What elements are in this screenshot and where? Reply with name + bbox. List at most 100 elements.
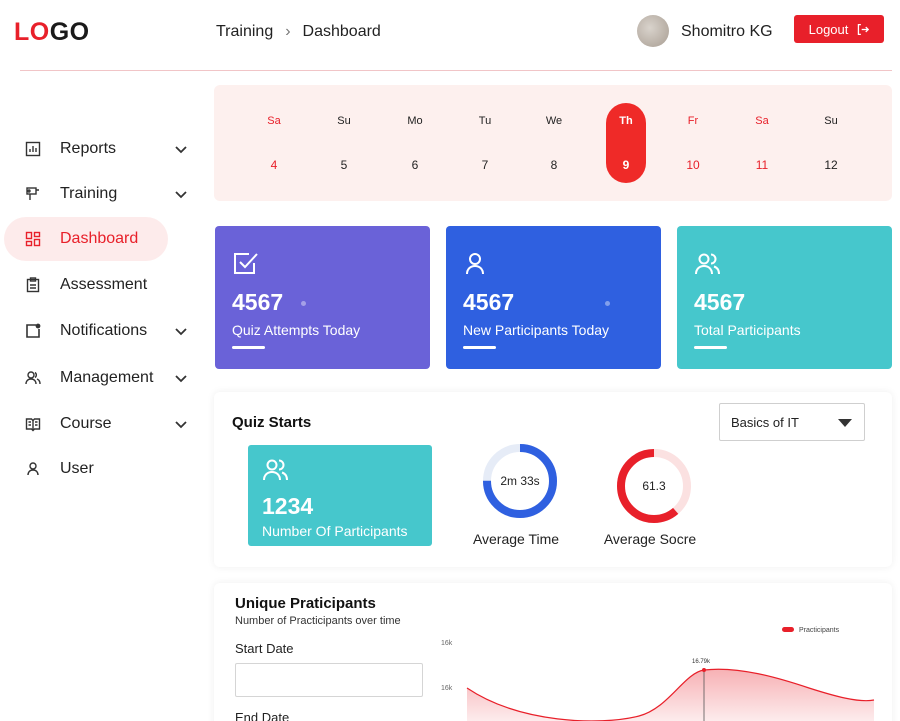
sidebar-item-label: User	[60, 460, 94, 477]
day-number: 8	[550, 158, 558, 172]
sidebar-item-assessment[interactable]: Assessment	[0, 263, 205, 307]
participants-line-chart: 16k 16k Practicipants 16.79k	[441, 627, 875, 721]
average-time-progress	[483, 444, 557, 518]
stat-value: 4567	[694, 289, 746, 315]
day-number: 10	[686, 158, 700, 172]
end-date-label: End Date	[235, 710, 290, 721]
chevron-down-icon[interactable]	[174, 371, 188, 385]
avatar[interactable]	[637, 15, 669, 47]
stat-label: Total Participants	[694, 322, 801, 338]
average-score-value: 61.3	[642, 479, 666, 493]
sidebar-item-label: Course	[60, 415, 112, 432]
users-icon	[263, 459, 288, 481]
day-name: Tu	[478, 115, 492, 127]
day-name: Mo	[407, 115, 423, 127]
users-icon	[695, 253, 720, 275]
peak-value-label: 16.79k	[692, 659, 711, 665]
start-date-label: Start Date	[235, 641, 294, 656]
calendar-day[interactable]: Tu 7	[465, 103, 505, 183]
calendar-day[interactable]: Su 12	[811, 103, 851, 183]
caret-down-icon	[838, 419, 852, 427]
day-number: 11	[755, 158, 769, 172]
chevron-down-icon[interactable]	[174, 187, 188, 201]
stat-card-new-participants[interactable]: 4567 New Participants Today	[446, 226, 661, 369]
chevron-down-icon[interactable]	[174, 324, 188, 338]
day-number: 7	[481, 158, 489, 172]
user-icon	[24, 460, 42, 478]
bar-chart-icon	[24, 140, 42, 158]
y-tick-label: 16k	[441, 685, 453, 692]
participants-area	[467, 669, 874, 721]
unique-participants-title: Unique Praticipants	[235, 595, 376, 612]
day-number: 6	[411, 158, 419, 172]
calendar-day[interactable]: Sa 11	[742, 103, 782, 183]
book-icon	[24, 415, 42, 433]
average-time-ring	[483, 444, 557, 518]
sidebar-item-notifications[interactable]: Notifications	[0, 309, 205, 353]
sidebar-item-course[interactable]: Course	[0, 402, 205, 446]
user-name[interactable]: Shomitro KG	[681, 23, 773, 40]
dashboard-grid-icon	[24, 230, 42, 248]
users-icon	[24, 369, 42, 387]
decorative-dot	[301, 301, 306, 306]
stat-label: New Participants Today	[463, 322, 610, 338]
day-name: Su	[824, 115, 838, 127]
chevron-down-icon[interactable]	[174, 417, 188, 431]
breadcrumb-dashboard: Dashboard	[302, 23, 381, 40]
legend-swatch	[782, 627, 794, 632]
day-number: 5	[340, 158, 348, 172]
y-tick-label: 16k	[441, 640, 453, 647]
logout-label: Logout	[808, 21, 849, 37]
day-number: 12	[824, 158, 838, 172]
breadcrumb-training[interactable]: Training	[216, 23, 274, 40]
calendar-day-selected[interactable]: Th 9	[606, 103, 646, 183]
logo[interactable]: LOGO	[14, 18, 90, 47]
calendar-day[interactable]: Fr 10	[673, 103, 713, 183]
training-icon	[24, 185, 42, 203]
stat-label: Quiz Attempts Today	[232, 322, 361, 338]
sidebar-item-label: Notifications	[60, 322, 148, 339]
course-select-value: Basics of IT	[731, 415, 799, 430]
date-strip: Sa 4 Su 5 Mo 6 Tu 7 We 8 Th 9 Fr 10 Sa 1…	[214, 85, 892, 201]
stat-card-quiz-attempts[interactable]: 4567 Quiz Attempts Today	[215, 226, 430, 369]
header: LOGO Training › Dashboard Shomitro KG Lo…	[0, 0, 900, 71]
calendar-day[interactable]: Su 5	[324, 103, 364, 183]
sidebar-item-management[interactable]: Management	[0, 356, 205, 400]
header-divider	[20, 70, 892, 71]
logout-button[interactable]: Logout	[794, 15, 884, 43]
sidebar-item-label: Management	[60, 369, 154, 386]
peak-point[interactable]	[702, 668, 706, 672]
stat-underline	[232, 346, 265, 349]
breadcrumb: Training › Dashboard	[216, 23, 381, 41]
average-time-value: 2m 33s	[500, 474, 540, 488]
calendar-day[interactable]: We 8	[534, 103, 574, 183]
day-number: 9	[622, 158, 630, 172]
sidebar-item-label: Reports	[60, 140, 117, 157]
participants-card[interactable]: 1234 Number Of Participants	[248, 445, 432, 546]
day-name: Sa	[755, 115, 769, 127]
sidebar-item-training[interactable]: Training	[0, 172, 205, 216]
logo-part-dark: GO	[49, 18, 90, 46]
stat-underline	[463, 346, 496, 349]
sidebar-item-reports[interactable]: Reports	[0, 127, 205, 171]
day-name: Th	[619, 115, 633, 127]
start-date-input[interactable]	[235, 663, 423, 697]
average-score-label: Average Socre	[603, 531, 697, 547]
day-name: Sa	[267, 115, 281, 127]
sidebar-item-user[interactable]: User	[0, 447, 205, 491]
average-score-progress	[617, 449, 691, 523]
logout-icon	[858, 23, 870, 35]
average-score-ring	[617, 449, 691, 523]
stat-underline	[694, 346, 727, 349]
check-square-icon	[234, 253, 258, 274]
day-name: Fr	[687, 115, 699, 127]
logo-part-red: LO	[14, 18, 50, 46]
stat-card-total-participants[interactable]: 4567 Total Participants	[677, 226, 892, 369]
day-name: Su	[337, 115, 351, 127]
course-select[interactable]: Basics of IT	[719, 403, 865, 441]
calendar-day[interactable]: Mo 6	[395, 103, 435, 183]
sidebar-item-dashboard[interactable]: Dashboard	[0, 217, 205, 261]
calendar-day[interactable]: Sa 4	[254, 103, 294, 183]
sidebar-item-label: Assessment	[60, 276, 148, 293]
chevron-down-icon[interactable]	[174, 142, 188, 156]
